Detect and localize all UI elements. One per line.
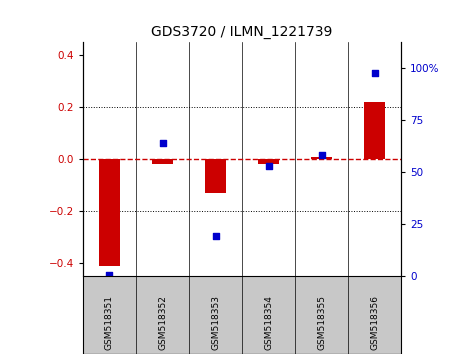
Bar [205,159,226,193]
Title: GDS3720 / ILMN_1221739: GDS3720 / ILMN_1221739 [151,25,333,39]
Text: GSM518355: GSM518355 [317,296,326,350]
Point [371,70,378,76]
Point [265,164,272,169]
Point [159,140,166,146]
Point [318,152,325,158]
Text: GSM518352: GSM518352 [158,296,167,350]
Bar [311,157,332,159]
Bar [99,159,120,266]
Point [212,234,219,239]
Bar [364,102,385,159]
Text: GSM518356: GSM518356 [370,296,379,350]
Point [106,272,113,278]
Text: GSM518351: GSM518351 [105,296,114,350]
Bar [152,159,173,165]
Text: GSM518354: GSM518354 [264,296,273,350]
Bar [258,159,279,165]
Text: GSM518353: GSM518353 [211,296,220,350]
